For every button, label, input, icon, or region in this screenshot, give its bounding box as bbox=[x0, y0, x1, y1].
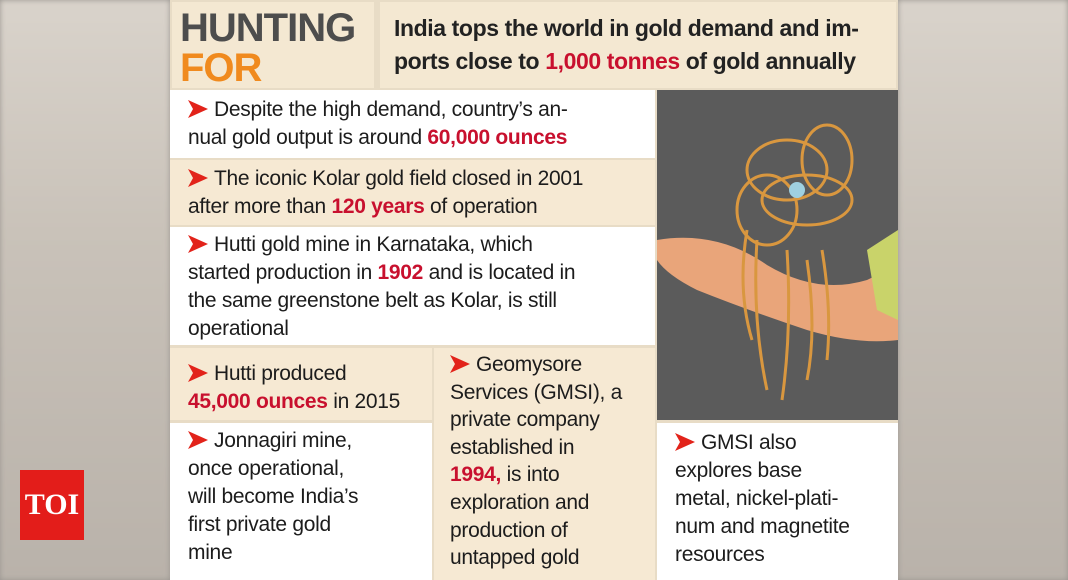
text-line: Geomysore bbox=[450, 351, 655, 379]
text-line: 45,000 ounces in 2015 bbox=[188, 388, 432, 416]
text-line: production of bbox=[450, 517, 655, 545]
text-line: Jonnagiri mine, bbox=[188, 427, 432, 455]
text-line: resources bbox=[675, 541, 898, 569]
text: of operation bbox=[424, 195, 538, 218]
text-line: India tops the world in gold demand and … bbox=[394, 12, 896, 45]
text: ports close to bbox=[394, 48, 546, 74]
text: Hutti produced bbox=[214, 362, 347, 385]
text: GMSI also bbox=[701, 431, 797, 454]
text-line: established in bbox=[450, 434, 655, 462]
text: Despite the high demand, country’s an- bbox=[214, 98, 568, 121]
text: Hutti gold mine in Karnataka, which bbox=[214, 233, 533, 256]
bullet-arrow bbox=[188, 100, 208, 118]
text-line: Hutti gold mine in Karnataka, which bbox=[188, 231, 655, 259]
text: num and magnetite bbox=[675, 515, 850, 538]
text: once operational, bbox=[188, 457, 345, 480]
highlight-text: 1994, bbox=[450, 463, 502, 487]
highlight-text: 45,000 ounces bbox=[188, 390, 328, 413]
fact-box: The iconic Kolar gold field closed in 20… bbox=[170, 160, 655, 225]
text-line: Services (GMSI), a bbox=[450, 379, 655, 407]
text-line: private company bbox=[450, 406, 655, 434]
highlight-text: 120 years bbox=[331, 195, 425, 218]
text-line: the same greenstone belt as Kolar, is st… bbox=[188, 287, 655, 315]
text-line: started production in 1902 and is locate… bbox=[188, 259, 655, 287]
text: metal, nickel-plati- bbox=[675, 487, 839, 510]
bullet-arrow bbox=[188, 235, 208, 253]
text: mine bbox=[188, 541, 233, 564]
text-line: metal, nickel-plati- bbox=[675, 485, 898, 513]
illustration bbox=[657, 90, 898, 420]
text: India tops the world in gold demand and … bbox=[394, 15, 859, 41]
text: after more than bbox=[188, 195, 332, 218]
text: nual gold output is around bbox=[188, 126, 428, 149]
text: explores base bbox=[675, 459, 802, 482]
text-line: nual gold output is around 60,000 ounces bbox=[188, 124, 655, 152]
text: private company bbox=[450, 408, 600, 432]
text: Services (GMSI), a bbox=[450, 380, 622, 404]
text: resources bbox=[675, 543, 765, 566]
logo: TOI bbox=[20, 470, 84, 540]
text-line: mine bbox=[188, 539, 432, 567]
text-line: first private gold bbox=[188, 511, 432, 539]
bullet-arrow bbox=[450, 355, 470, 373]
fact-box: Hutti gold mine in Karnataka, which start… bbox=[170, 227, 655, 345]
text: in 2015 bbox=[327, 390, 401, 413]
headline-box: HUNTING FOR GOLD bbox=[172, 2, 374, 128]
bullet-arrow bbox=[188, 364, 208, 382]
fact-box: Jonnagiri mine, once operational, will bec… bbox=[170, 423, 432, 580]
text: Geomysore bbox=[476, 353, 582, 376]
bullet-arrow bbox=[188, 169, 208, 187]
text: production of bbox=[450, 518, 568, 542]
text-line: after more than 120 years of operation bbox=[188, 193, 655, 221]
text: will become India’s bbox=[188, 485, 359, 508]
text: established in bbox=[450, 435, 575, 459]
text: exploration and bbox=[450, 490, 590, 514]
text-line: num and magnetite bbox=[675, 513, 898, 541]
fact-box: GMSI also explores base metal, nickel-plat… bbox=[657, 423, 898, 580]
subtitle: India tops the world in gold demand and … bbox=[380, 2, 896, 88]
fact-box: Despite the high demand, country’s an-nu… bbox=[170, 90, 655, 158]
text-line: explores base bbox=[675, 457, 898, 485]
fact-box: Hutti produced 45,000 ounces in 2015 bbox=[170, 348, 432, 420]
text-line: once operational, bbox=[188, 455, 432, 483]
infographic: HUNTING FOR GOLD India tops the world in… bbox=[170, 0, 898, 580]
text-line: Despite the high demand, country’s an- bbox=[188, 96, 655, 124]
bullet-arrow bbox=[188, 431, 208, 449]
text: of gold annually bbox=[679, 48, 856, 74]
text-line: Hutti produced bbox=[188, 360, 432, 388]
highlight-text: 60,000 ounces bbox=[427, 126, 568, 149]
text: The iconic Kolar gold field closed in 20… bbox=[214, 167, 584, 190]
blurred-background-right bbox=[898, 0, 1068, 580]
bullet-arrow bbox=[675, 433, 695, 451]
text: operational bbox=[188, 317, 289, 340]
highlight-text: 1902 bbox=[377, 261, 424, 284]
headline: HUNTING bbox=[180, 6, 356, 50]
text-line: exploration and bbox=[450, 489, 655, 517]
text-line: ports close to 1,000 tonnes of gold annu… bbox=[394, 45, 896, 78]
highlight-text: 1,000 tonnes bbox=[545, 48, 680, 74]
text: is into bbox=[501, 463, 560, 487]
text: started production in bbox=[188, 261, 378, 284]
text: the same greenstone belt as Kolar, is st… bbox=[188, 289, 557, 312]
text: and is located in bbox=[423, 261, 576, 284]
text-line: GMSI also bbox=[675, 429, 898, 457]
text-line: untapped gold bbox=[450, 544, 655, 572]
text: untapped gold bbox=[450, 546, 580, 570]
fact-box: Geomysore Services (GMSI), a private compa… bbox=[434, 348, 655, 580]
text-line: 1994, is into bbox=[450, 461, 655, 489]
text: first private gold bbox=[188, 513, 331, 536]
text-line: The iconic Kolar gold field closed in 20… bbox=[188, 165, 655, 193]
text-line: will become India’s bbox=[188, 483, 432, 511]
text: Jonnagiri mine, bbox=[214, 429, 352, 452]
text-line: operational bbox=[188, 315, 655, 343]
